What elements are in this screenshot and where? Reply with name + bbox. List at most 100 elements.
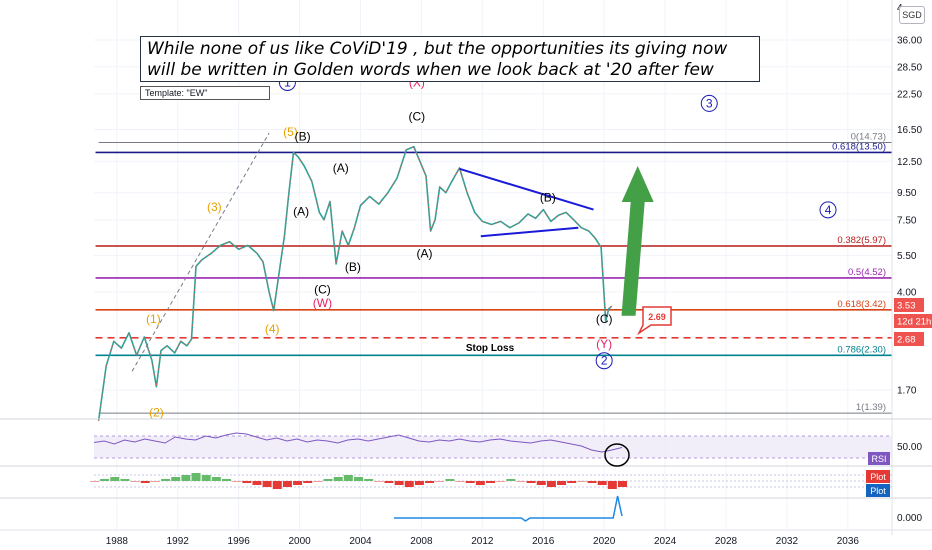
headline-note[interactable]: While none of us like CoViD'19 , but the… [140, 36, 760, 82]
fib-level-label: 1(1.39) [856, 402, 886, 413]
y-tick-label: 1.70 [897, 386, 917, 397]
macd-bar [313, 481, 322, 482]
wave-label: (A) [416, 246, 432, 260]
y-tick-label: 12.50 [897, 157, 922, 168]
wave-label: (C) [409, 110, 426, 124]
macd-bar [395, 481, 404, 485]
wave-label: (A) [293, 204, 309, 218]
price-tag-label: 12d 21h [897, 317, 931, 328]
macd-bar [120, 479, 129, 481]
macd-bar [344, 475, 353, 481]
y-tick-label: 5.50 [897, 251, 917, 262]
wave-label: 4 [825, 203, 832, 217]
currency-badge[interactable]: SGD [899, 6, 925, 24]
macd-bar [445, 479, 454, 481]
wave-label: (1) [146, 312, 161, 326]
macd-bar [252, 481, 261, 485]
macd-bar [577, 481, 586, 482]
x-tick-label: 2032 [776, 536, 799, 547]
rsi-tick-label: 50.00 [897, 442, 922, 453]
y-tick-label: 16.50 [897, 125, 922, 136]
macd-bar [263, 481, 272, 487]
macd-bar [283, 481, 292, 487]
macd-bar [598, 481, 607, 485]
macd-bar [466, 481, 475, 483]
wave-label: (4) [265, 322, 280, 336]
macd-bar [537, 481, 546, 485]
x-tick-label: 1996 [228, 536, 251, 547]
wave-label: 3 [706, 96, 713, 110]
oscillator-tick-label: 0.000 [897, 513, 922, 524]
wave-label: (A) [333, 161, 349, 175]
macd-bar [242, 481, 251, 483]
x-tick-label: 2000 [288, 536, 311, 547]
macd-bar [181, 475, 190, 481]
macd-bar [435, 481, 444, 482]
x-tick-label: 2004 [349, 536, 372, 547]
macd-bar [222, 479, 231, 481]
wave-label: (C) [314, 282, 331, 296]
wave-label: 2 [601, 354, 608, 368]
wave-label: (2) [149, 405, 164, 419]
macd-bar [192, 473, 201, 481]
macd-bar [374, 481, 383, 482]
macd-bar [273, 481, 282, 489]
fib-level-label: 0.5(4.52) [848, 267, 886, 278]
stop-loss-label: Stop Loss [466, 343, 515, 354]
x-tick-label: 2020 [593, 536, 616, 547]
x-tick-label: 2008 [410, 536, 433, 547]
macd-bar [456, 481, 465, 482]
macd-bar [527, 481, 536, 483]
wave-label: (3) [207, 200, 222, 214]
macd-bar [324, 479, 333, 481]
macd-bar [90, 481, 99, 482]
macd-bar [476, 481, 485, 485]
macd-bar [212, 477, 221, 481]
macd-bar [567, 481, 576, 483]
fib-level-label: 0.382(5.97) [837, 235, 886, 246]
x-tick-label: 2024 [654, 536, 677, 547]
macd-bar [232, 481, 241, 482]
y-tick-label: 7.50 [897, 215, 917, 226]
y-tick-label: 36.00 [897, 36, 922, 47]
macd-bar [425, 481, 434, 483]
macd-bar [171, 477, 180, 481]
macd-bar [131, 481, 140, 482]
wave-label: (B) [295, 129, 311, 143]
macd-bar [354, 477, 363, 481]
macd-bar [618, 481, 627, 487]
macd-bar [161, 479, 170, 481]
x-tick-label: 1988 [106, 536, 129, 547]
y-tick-label: 9.50 [897, 188, 917, 199]
price-tag-label: 2.68 [897, 335, 916, 346]
macd-bar [506, 479, 515, 481]
macd-badge-label: Plot [870, 472, 886, 482]
wave-label: (Y) [596, 337, 612, 351]
y-tick-label: 28.50 [897, 62, 922, 73]
macd-bar [415, 481, 424, 485]
macd-bar [202, 475, 211, 481]
macd-bar [486, 481, 495, 483]
y-tick-label: 4.00 [897, 287, 917, 298]
wave-label: (W) [313, 296, 332, 310]
fib-level-label: 0.618(3.42) [837, 299, 886, 310]
macd-bar [364, 479, 373, 481]
x-tick-label: 1992 [167, 536, 190, 547]
macd-bar [588, 481, 597, 483]
macd-bar [151, 481, 160, 482]
target-callout-label: 2.69 [648, 312, 666, 322]
x-tick-label: 2028 [715, 536, 738, 547]
x-tick-label: 2012 [471, 536, 494, 547]
wave-label: (C) [596, 312, 613, 326]
fib-level-label: 0.618(13.50) [832, 141, 886, 152]
macd-bar [110, 477, 119, 481]
macd-bar [141, 481, 150, 483]
macd-bar [496, 481, 505, 482]
rsi-badge-label: RSI [871, 454, 886, 464]
macd-bar [557, 481, 566, 485]
macd-bar [293, 481, 302, 485]
wave-label: (B) [345, 260, 361, 274]
x-tick-label: 2036 [837, 536, 860, 547]
fib-level-label: 0.786(2.30) [837, 344, 886, 355]
